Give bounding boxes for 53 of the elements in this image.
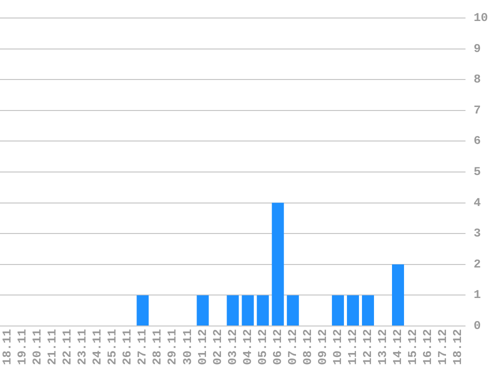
- y-tick-label: 6: [474, 134, 481, 148]
- x-tick-label: 13.12: [376, 328, 390, 366]
- y-tick-label: 10: [474, 11, 488, 26]
- x-tick-label: 28.11: [150, 328, 165, 366]
- x-tick-label: 22.11: [60, 328, 75, 366]
- x-tick-label: 11.12: [346, 328, 360, 366]
- y-tick-label: 0: [474, 319, 481, 334]
- x-tick-label: 01.12: [196, 328, 210, 366]
- x-tick-label: 18.12: [451, 328, 466, 366]
- y-tick-label: 2: [474, 257, 481, 272]
- x-tick-label: 08.12: [300, 328, 315, 366]
- x-tick-label: 29.11: [166, 328, 180, 366]
- x-tick-label: 16.12: [421, 328, 436, 366]
- y-tick-label: 8: [474, 72, 481, 87]
- x-tick-label: 14.12: [391, 328, 406, 366]
- bar: [136, 295, 149, 326]
- x-tick-label: 30.11: [180, 328, 195, 366]
- x-tick-label: 20.11: [30, 328, 45, 366]
- y-tick-label: 7: [474, 103, 481, 118]
- bar: [226, 295, 239, 326]
- bar: [256, 295, 269, 326]
- bar: [286, 295, 299, 326]
- x-tick-label: 12.12: [360, 328, 375, 366]
- bar: [242, 295, 254, 326]
- bar: [362, 295, 374, 326]
- x-tick-label: 15.12: [406, 328, 420, 366]
- x-tick-label: 03.12: [226, 328, 240, 366]
- x-tick-label: 05.12: [256, 328, 270, 366]
- x-tick-label: 26.11: [120, 328, 135, 366]
- y-tick-label: 5: [474, 165, 481, 180]
- y-tick-label: 4: [474, 196, 481, 210]
- y-tick-label: 9: [474, 42, 481, 56]
- x-tick-label: 17.12: [436, 328, 450, 366]
- x-tick-label: 21.11: [46, 328, 60, 366]
- x-tick-label: 07.12: [286, 328, 300, 366]
- bar: [332, 295, 344, 326]
- x-tick-label: 25.11: [106, 328, 120, 366]
- x-tick-label: 10.12: [330, 328, 345, 366]
- x-tick-label: 09.12: [316, 328, 330, 366]
- x-tick-label: 02.12: [210, 328, 225, 366]
- x-tick-label: 18.11: [0, 328, 15, 366]
- x-tick-label: 24.11: [90, 328, 105, 366]
- x-tick-label: 19.11: [16, 328, 30, 366]
- x-tick-label: 04.12: [240, 328, 255, 366]
- y-tick-label: 3: [474, 226, 481, 241]
- bar: [196, 295, 209, 326]
- bar: [346, 295, 359, 326]
- x-tick-label: 06.12: [270, 328, 285, 366]
- bar: [272, 202, 284, 326]
- bar: [392, 264, 404, 326]
- x-tick-label: 27.11: [136, 328, 150, 366]
- x-tick-label: 23.11: [76, 328, 90, 366]
- y-tick-label: 1: [474, 288, 481, 302]
